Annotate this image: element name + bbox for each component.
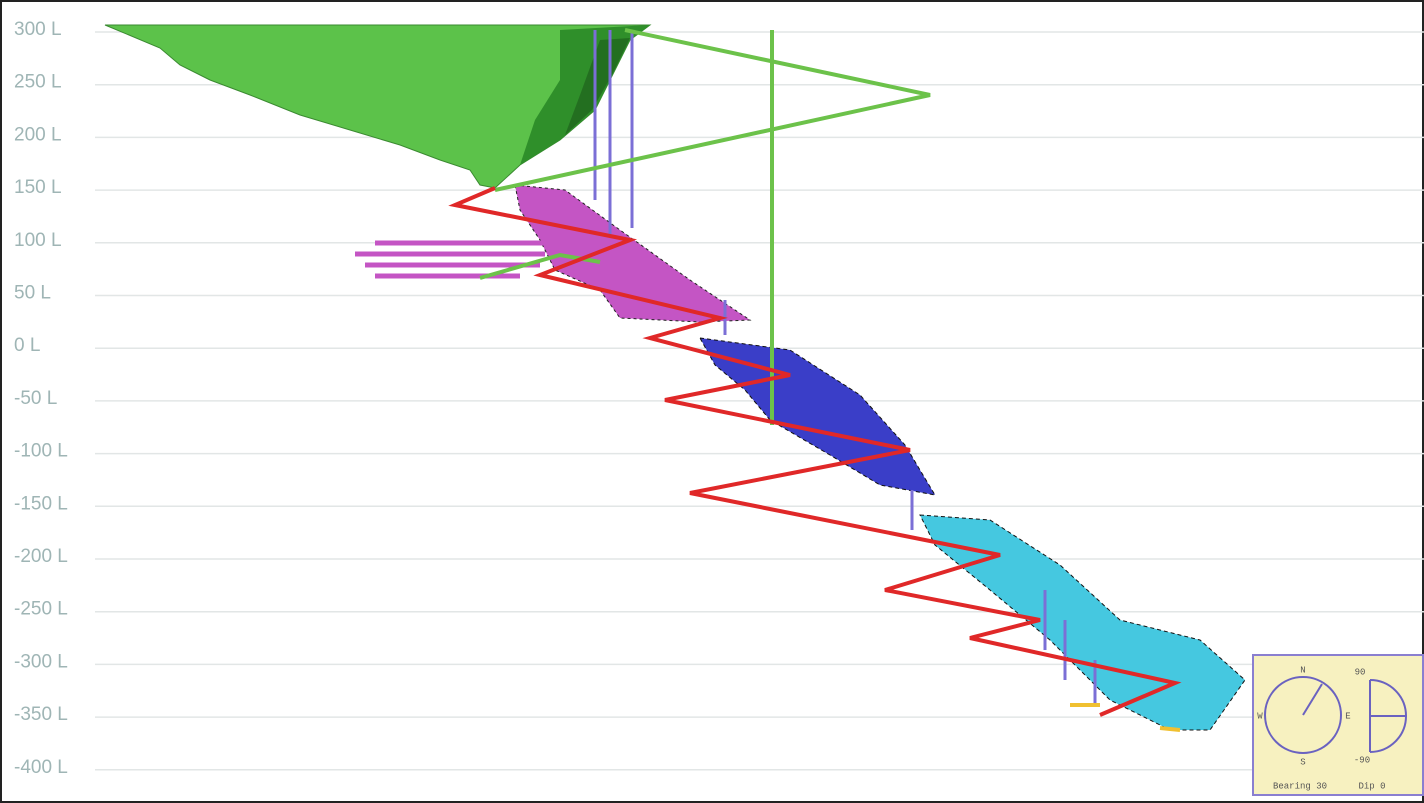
- level-label: -200 L: [14, 546, 68, 567]
- shafts: [593, 30, 1097, 705]
- level-label: -300 L: [14, 651, 68, 672]
- level-label: 0 L: [14, 335, 40, 356]
- ore-body-cyan: [919, 514, 1246, 731]
- compass-west: W: [1257, 711, 1263, 721]
- ore-body-magenta: [514, 184, 752, 323]
- level-label: -100 L: [14, 441, 68, 462]
- level-label: 100 L: [14, 230, 62, 251]
- level-label: 150 L: [14, 177, 62, 198]
- compass-east: E: [1345, 711, 1350, 721]
- level-label: 200 L: [14, 124, 62, 145]
- level-label: 250 L: [14, 72, 62, 93]
- dip-bottom: -90: [1354, 755, 1370, 765]
- compass-north: N: [1300, 665, 1305, 675]
- open-pit-shadow: [565, 38, 630, 135]
- orientation-box: N E S W 90 -90 Bearing 30 Dip 0: [1252, 654, 1424, 796]
- level-label: 50 L: [14, 283, 51, 304]
- compass-south: S: [1300, 757, 1305, 767]
- level-label: -400 L: [14, 757, 68, 778]
- level-label: -350 L: [14, 704, 68, 725]
- decline-ramp: [448, 186, 1182, 717]
- level-label: -50 L: [14, 388, 57, 409]
- haul-roads: [479, 28, 931, 425]
- bearing-label: Bearing 30: [1273, 781, 1327, 791]
- level-label: -150 L: [14, 493, 68, 514]
- ore-stringers: [355, 240, 545, 279]
- level-label: 300 L: [14, 19, 62, 40]
- portals: [1070, 703, 1181, 732]
- dip-top: 90: [1355, 667, 1366, 677]
- dip-label: Dip 0: [1358, 781, 1385, 791]
- level-label: -250 L: [14, 599, 68, 620]
